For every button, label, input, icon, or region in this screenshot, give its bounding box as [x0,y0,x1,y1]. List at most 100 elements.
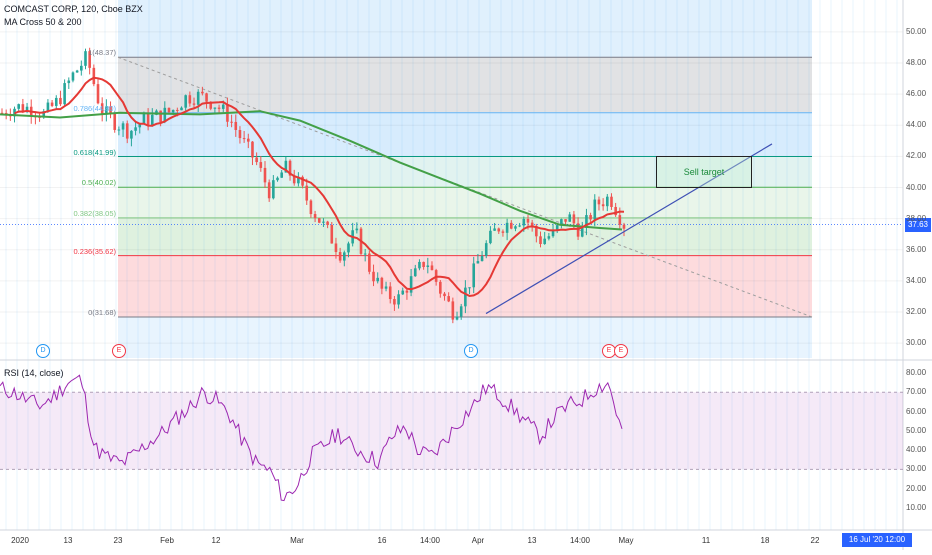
candle-body [192,103,196,105]
candle-body [109,106,112,114]
candle-body [489,230,492,244]
fib-zone [118,156,812,188]
candle-body [572,214,576,224]
candle-body [418,261,421,269]
candle-body [188,95,192,104]
candle-body [150,114,154,125]
fib-level-label: 0.618(41.99) [73,147,116,157]
candle-body [401,290,405,295]
price-tick-label: 30.00 [906,338,927,348]
candle-body [317,218,321,223]
candle-body [209,101,213,109]
candle-body [618,215,622,225]
time-tick-label: 14:00 [419,536,441,545]
sell-target-box[interactable]: Sell target [656,156,752,188]
candle-body [589,215,592,220]
time-tick-label: 2020 [11,536,29,545]
candle-body [330,225,334,244]
candle-body [522,218,526,226]
candle-body [105,106,108,115]
candle-body [413,268,417,277]
candle-body [288,160,292,176]
candle-body [180,107,183,111]
candle-body [113,113,117,130]
ma-fast-line [14,76,625,298]
candle-body [134,127,137,131]
candle-body [397,294,400,305]
rsi-band [0,392,903,470]
fib-zone [118,57,812,113]
time-tick-label: Mar [290,536,304,545]
symbol-title[interactable]: COMCAST CORP, 120, Cboe BZX [4,4,143,14]
candle-body [439,281,442,294]
candle-body [213,107,217,109]
price-tick-label: 36.00 [906,244,927,254]
candle-body [518,225,521,227]
candle-body [443,293,446,297]
candle-body [301,176,304,186]
candle-body [238,129,242,139]
candle-body [476,261,480,264]
candle-body [622,224,626,229]
candle-body [509,222,513,229]
candle-body [388,286,392,300]
candle-body [585,215,588,228]
candle-body [255,157,258,163]
candle-body [263,167,267,183]
candle-body [451,301,455,320]
candle-body [601,204,605,207]
candle-body [610,196,613,207]
rsi-line [0,374,623,502]
candle-body [205,93,208,102]
candle-body [117,129,121,131]
time-tick-label: 14:00 [569,536,591,545]
candle-body [80,65,83,71]
candle-body [393,299,396,305]
price-tick-label: 38.00 [906,213,927,223]
candle-body [284,160,288,173]
candle-body [343,252,346,261]
ma-slow-line [0,110,623,231]
fib-zone-top [118,0,812,58]
candle-body [555,225,559,230]
candle-body [130,130,133,139]
candle-body [472,263,476,288]
candle-body [46,102,50,112]
fib-zone [118,187,812,218]
price-tick-label: 34.00 [906,275,927,285]
candle-body [580,227,584,237]
earnings-event-marker: E [614,344,628,358]
candle-body [338,252,342,261]
candle-body [484,243,488,256]
candle-body [242,138,246,140]
fib-level-label: 0.786(44.80) [73,103,116,113]
price-tick-label: 44.00 [906,120,927,130]
candle-body [363,253,367,255]
candle-body [368,253,371,272]
price-tick-label: 46.00 [906,89,927,99]
candle-body [201,91,204,94]
time-tick-label: May [618,536,634,545]
candle-body [234,121,238,130]
rsi-label[interactable]: RSI (14, close) [4,368,64,378]
candle-body [246,138,250,142]
candle-body [305,185,309,201]
current-price-badge: 37.63 [905,218,931,232]
candle-body [267,182,271,199]
candle-body [493,228,496,231]
candle-body [497,228,501,232]
candle-body [539,236,542,245]
time-tick-label: 16 [377,536,387,545]
fib-zone [118,112,812,157]
candle-body [326,221,329,226]
candle-body [322,221,325,223]
candle-body [576,223,580,237]
time-tick-label: 13 [63,536,73,545]
candle-body [71,72,75,81]
candle-body [217,107,221,109]
indicator-label[interactable]: MA Cross 50 & 200 [4,17,82,27]
candle-body [75,70,79,73]
candle-body [176,109,179,111]
